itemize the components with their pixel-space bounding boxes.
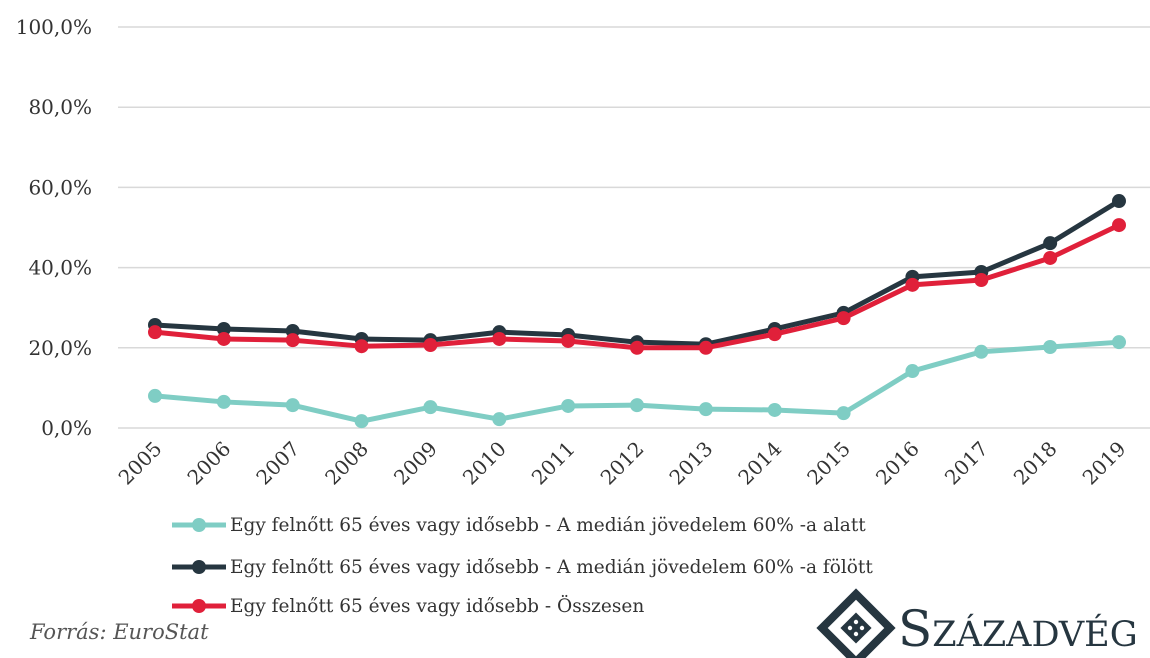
point <box>216 394 231 409</box>
x-tick-label: 2005 <box>114 437 167 490</box>
x-tick-label: 2013 <box>664 437 717 490</box>
point <box>698 340 713 355</box>
point <box>905 364 920 379</box>
x-tick-label: 2006 <box>182 437 235 490</box>
y-tick-label: 80,0% <box>28 95 92 119</box>
legend-label: Egy felnőtt 65 éves vagy idősebb - Össze… <box>230 594 644 617</box>
point <box>423 400 438 415</box>
point <box>767 402 782 417</box>
point <box>1043 339 1058 354</box>
point <box>285 333 300 348</box>
x-tick-label: 2008 <box>320 437 373 490</box>
point <box>285 398 300 413</box>
point <box>1043 236 1058 251</box>
point <box>423 337 438 352</box>
logo-icon <box>816 588 896 658</box>
point <box>698 402 713 417</box>
x-tick-label: 2015 <box>802 437 855 490</box>
y-tick-label: 20,0% <box>28 336 92 360</box>
point <box>1112 335 1126 350</box>
point <box>630 340 644 355</box>
y-tick-label: 0,0% <box>41 416 92 440</box>
point <box>1043 250 1058 265</box>
logo-text: Századvég <box>898 600 1138 658</box>
y-tick-label: 60,0% <box>28 175 92 199</box>
legend-label: Egy felnőtt 65 éves vagy idősebb - A med… <box>230 515 866 536</box>
y-tick-label: 100,0% <box>16 15 92 39</box>
x-tick-label: 2014 <box>733 437 786 490</box>
point <box>767 327 782 342</box>
point <box>148 388 162 403</box>
point <box>974 344 989 359</box>
point <box>1112 218 1126 233</box>
point <box>492 412 507 427</box>
point <box>216 331 231 346</box>
point <box>354 339 369 354</box>
point <box>974 273 989 288</box>
x-tick-label: 2011 <box>527 437 580 490</box>
point <box>905 277 920 292</box>
x-tick-label: 2016 <box>871 437 924 490</box>
x-tick-label: 2010 <box>458 437 511 490</box>
legend-dot <box>192 518 206 532</box>
point <box>561 398 576 413</box>
point <box>836 311 851 326</box>
x-tick-label: 2019 <box>1078 437 1131 490</box>
point <box>148 325 162 340</box>
legend-dot <box>192 599 206 613</box>
point <box>354 414 369 429</box>
x-tick-label: 2018 <box>1009 437 1062 490</box>
y-tick-label: 40,0% <box>28 256 92 280</box>
legend-dot <box>192 560 206 574</box>
x-tick-label: 2012 <box>596 437 649 490</box>
x-tick-label: 2009 <box>389 437 442 490</box>
source: Forrás: EuroStat <box>29 620 209 644</box>
point <box>630 398 644 413</box>
legend-label: Egy felnőtt 65 éves vagy idősebb - A med… <box>230 557 873 578</box>
x-tick-label: 2007 <box>251 437 304 490</box>
point <box>1112 194 1126 209</box>
point <box>492 331 507 346</box>
point <box>216 321 231 336</box>
point <box>836 406 851 421</box>
x-tick-label: 2017 <box>940 437 993 490</box>
point <box>561 333 576 348</box>
